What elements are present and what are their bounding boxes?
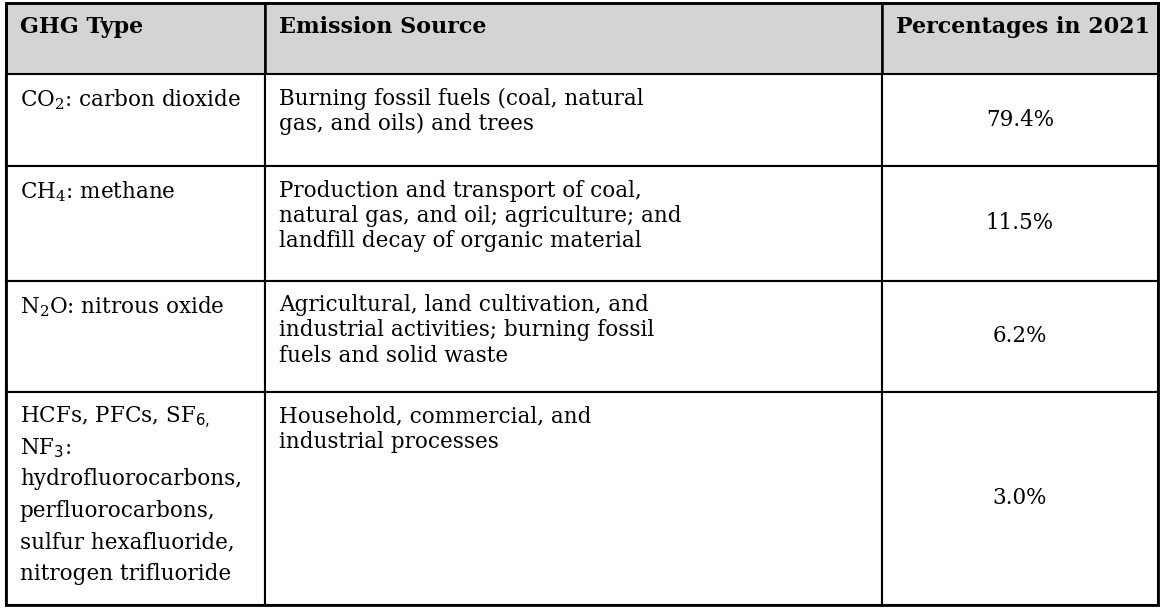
Bar bbox=[6, 166, 265, 280]
Text: Production and transport of coal,
natural gas, and oil; agriculture; and
landfil: Production and transport of coal, natura… bbox=[279, 179, 682, 252]
Bar bbox=[265, 74, 881, 166]
Bar bbox=[6, 280, 265, 392]
Bar bbox=[265, 392, 881, 605]
Bar bbox=[6, 3, 265, 74]
Text: Percentages in 2021: Percentages in 2021 bbox=[895, 16, 1150, 38]
Bar bbox=[6, 392, 265, 605]
Bar bbox=[6, 74, 265, 166]
Bar bbox=[881, 166, 1158, 280]
Text: Agricultural, land cultivation, and
industrial activities; burning fossil
fuels : Agricultural, land cultivation, and indu… bbox=[279, 294, 654, 367]
Bar bbox=[881, 74, 1158, 166]
Text: Emission Source: Emission Source bbox=[279, 16, 487, 38]
Bar bbox=[881, 280, 1158, 392]
Text: $\mathregular{N_2O}$: nitrous oxide: $\mathregular{N_2O}$: nitrous oxide bbox=[20, 294, 225, 319]
Text: hydrofluorocarbons,: hydrofluorocarbons, bbox=[20, 469, 242, 491]
Bar bbox=[881, 392, 1158, 605]
Text: Household, commercial, and
industrial processes: Household, commercial, and industrial pr… bbox=[279, 406, 591, 453]
Text: perfluorocarbons,: perfluorocarbons, bbox=[20, 500, 215, 522]
Bar bbox=[265, 280, 881, 392]
Text: HCFs, PFCs, SF$_{6,}$: HCFs, PFCs, SF$_{6,}$ bbox=[20, 406, 210, 432]
Text: NF$_3$:: NF$_3$: bbox=[20, 437, 71, 460]
Bar bbox=[265, 3, 881, 74]
Bar bbox=[881, 3, 1158, 74]
Bar bbox=[265, 166, 881, 280]
Text: $\mathregular{CH_4}$: methane: $\mathregular{CH_4}$: methane bbox=[20, 179, 176, 204]
Text: nitrogen trifluoride: nitrogen trifluoride bbox=[20, 564, 230, 586]
Text: 11.5%: 11.5% bbox=[986, 212, 1053, 234]
Text: $\mathregular{CO_2}$: carbon dioxide: $\mathregular{CO_2}$: carbon dioxide bbox=[20, 88, 241, 112]
Text: 79.4%: 79.4% bbox=[986, 109, 1053, 131]
Text: 3.0%: 3.0% bbox=[993, 488, 1048, 510]
Text: Burning fossil fuels (coal, natural
gas, and oils) and trees: Burning fossil fuels (coal, natural gas,… bbox=[279, 88, 644, 135]
Text: 6.2%: 6.2% bbox=[993, 325, 1048, 347]
Text: sulfur hexafluoride,: sulfur hexafluoride, bbox=[20, 532, 234, 554]
Text: GHG Type: GHG Type bbox=[20, 16, 143, 38]
